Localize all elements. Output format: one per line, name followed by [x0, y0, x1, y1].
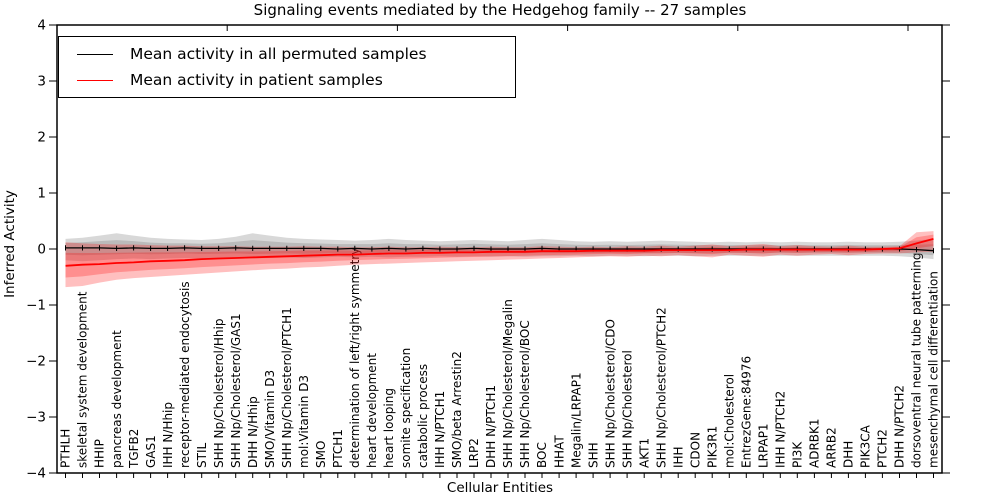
x-tick-label: PTCH1 — [331, 429, 345, 468]
x-tick-label: SHH Np/Cholesterol/GAS1 — [229, 313, 243, 468]
x-tick-label: HHAT — [552, 435, 566, 468]
x-tick-label: SMO/Vitamin D3 — [263, 370, 277, 468]
legend: Mean activity in all permuted samples Me… — [58, 36, 516, 98]
x-tick-label: mol:Cholesterol — [723, 374, 737, 468]
x-tick-label: ADRBK1 — [808, 418, 822, 468]
x-tick-label: ARRB2 — [825, 427, 839, 468]
y-tick-label: −2 — [26, 354, 46, 370]
x-tick-label: DHH N/PTCH1 — [484, 385, 498, 468]
x-tick-label: pancreas development — [110, 330, 124, 468]
x-tick-label: catabolic process — [416, 364, 430, 468]
y-tick-label: 0 — [37, 242, 46, 258]
mean-line — [65, 238, 934, 267]
x-tick-label: EntrezGene:84976 — [740, 356, 754, 468]
x-tick-label: heart looping — [382, 388, 396, 468]
x-tick-label: SHH Np/Cholesterol/Megalin — [501, 299, 515, 468]
x-tick-label: SHH Np/Cholesterol/PTCH2 — [654, 307, 668, 468]
band-outer — [65, 233, 934, 262]
x-tick-label: PTCH2 — [876, 429, 890, 468]
y-tick-label: −3 — [26, 410, 46, 426]
y-tick-label: 1 — [37, 186, 46, 202]
x-tick-label: mol:Vitamin D3 — [297, 375, 311, 468]
x-tick-label: receptor-mediated endocytosis — [178, 281, 192, 468]
x-tick-label: PIK3R1 — [705, 426, 719, 468]
x-tick-label: PTHLH — [59, 429, 73, 468]
x-tick-label: SHH Np/Cholesterol — [620, 350, 634, 468]
x-tick-label: DHH — [842, 441, 856, 468]
x-tick-label: IHH N/PTCH2 — [774, 391, 788, 468]
legend-item-permuted: Mean activity in all permuted samples — [59, 45, 515, 63]
x-tick-label: SHH Np/Cholesterol/Hhip — [212, 319, 226, 468]
x-tick-label: determination of left/right symmetry — [348, 248, 362, 468]
legend-item-patient: Mean activity in patient samples — [59, 71, 515, 89]
x-tick-label: SHH — [586, 442, 600, 468]
y-tick-label: 4 — [37, 18, 46, 34]
x-tick-label: SHH Np/Cholesterol/PTCH1 — [280, 307, 294, 468]
x-tick-label: IHH N/PTCH1 — [433, 391, 447, 468]
x-tick-label: SMO/beta Arrestin2 — [450, 351, 464, 468]
x-tick-label: GAS1 — [144, 435, 158, 468]
x-tick-label: LRPAP1 — [757, 423, 771, 468]
x-tick-label: TGFB2 — [127, 429, 141, 469]
x-axis-label: Cellular Entities — [446, 480, 554, 496]
legend-label-permuted: Mean activity in all permuted samples — [130, 45, 427, 63]
x-tick-label: skeletal system development — [76, 291, 90, 468]
x-tick-label: SMO — [314, 441, 328, 468]
x-tick-label: BOC — [535, 442, 549, 468]
x-tick-label: IHH — [671, 446, 685, 468]
chart-title: Signaling events mediated by the Hedgeho… — [253, 1, 747, 19]
y-tick-label: −4 — [26, 466, 46, 482]
x-tick-label: IHH N/Hhip — [161, 402, 175, 468]
x-tick-label: PIK3CA — [859, 424, 873, 468]
legend-line-swatch-black — [77, 53, 113, 55]
x-tick-label: somite specification — [399, 348, 413, 468]
band-outer — [65, 231, 934, 288]
band-inner — [65, 240, 934, 256]
x-tick-label: heart development — [365, 353, 379, 468]
y-tick-label: 3 — [37, 74, 46, 90]
x-tick-label: Megalin/LRPAP1 — [569, 372, 583, 468]
x-tick-label: SHH Np/Cholesterol/CDO — [603, 319, 617, 468]
x-tick-label: DHH N/PTCH2 — [893, 385, 907, 468]
x-tick-label: DHH N/Hhip — [246, 396, 260, 468]
y-tick-label: 2 — [37, 130, 46, 146]
y-tick-label: −1 — [26, 298, 46, 314]
x-tick-label: STIL — [195, 443, 209, 468]
x-tick-label: SHH Np/Cholesterol/BOC — [518, 320, 532, 468]
x-tick-label: PI3K — [791, 441, 805, 468]
x-tick-label: dorsoventral neural tube patterning — [910, 252, 924, 468]
legend-line-swatch-red — [77, 79, 113, 81]
x-tick-label: LRP2 — [467, 438, 481, 468]
x-tick-label: HHIP — [93, 439, 107, 468]
legend-label-patient: Mean activity in patient samples — [130, 71, 383, 89]
x-tick-label: CDON — [688, 432, 702, 468]
y-axis-label: Inferred Activity — [2, 190, 18, 298]
x-tick-label: AKT1 — [637, 438, 651, 468]
x-tick-label: mesenchymal cell differentiation — [927, 271, 941, 468]
band-inner — [65, 234, 934, 278]
